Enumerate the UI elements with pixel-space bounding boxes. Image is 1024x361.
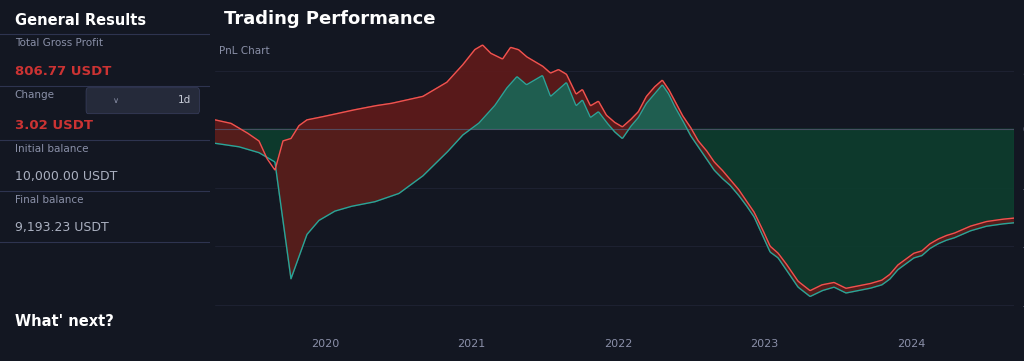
- Text: 1d: 1d: [178, 95, 191, 105]
- Text: Total Gross Profit: Total Gross Profit: [14, 38, 102, 48]
- Text: 806.77 USDT: 806.77 USDT: [14, 65, 111, 78]
- Text: Final balance: Final balance: [14, 195, 83, 205]
- Text: Trading Performance: Trading Performance: [224, 10, 435, 29]
- Text: Initial balance: Initial balance: [14, 144, 88, 155]
- Text: 3.02 USDT: 3.02 USDT: [14, 119, 93, 132]
- Text: General Results: General Results: [14, 13, 145, 28]
- Text: What' next?: What' next?: [14, 314, 114, 329]
- Text: ∨: ∨: [114, 96, 120, 105]
- Text: 10,000.00 USDT: 10,000.00 USDT: [14, 170, 117, 183]
- Text: PnL Chart: PnL Chart: [219, 46, 269, 56]
- Text: Change: Change: [14, 90, 54, 100]
- FancyBboxPatch shape: [86, 88, 200, 114]
- Text: 9,193.23 USDT: 9,193.23 USDT: [14, 221, 109, 234]
